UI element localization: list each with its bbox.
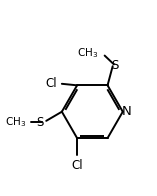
Text: Cl: Cl xyxy=(71,159,83,172)
Text: N: N xyxy=(122,105,132,118)
Text: S: S xyxy=(37,116,44,129)
Text: CH$_3$: CH$_3$ xyxy=(77,46,98,60)
Text: CH$_3$: CH$_3$ xyxy=(5,115,26,129)
Text: Cl: Cl xyxy=(46,77,57,90)
Text: S: S xyxy=(111,59,119,72)
